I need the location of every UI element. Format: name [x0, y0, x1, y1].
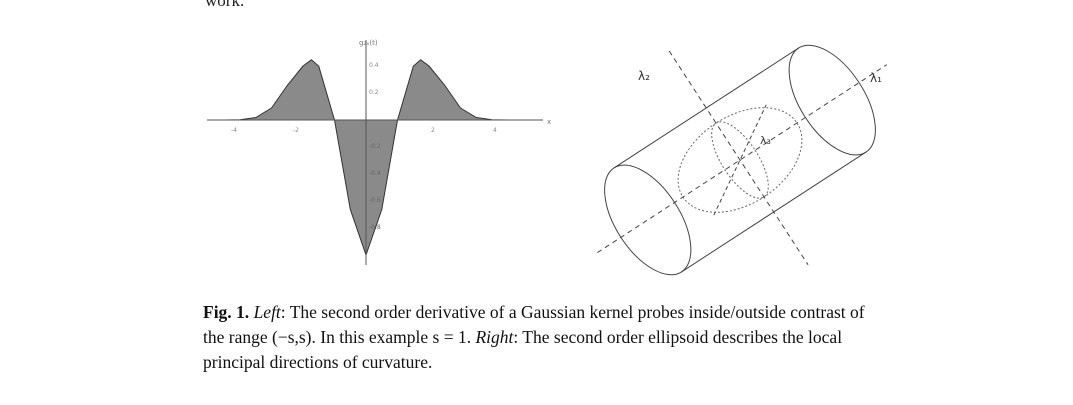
- x-tick-label: -4: [231, 127, 237, 134]
- x-tick-label: 2: [431, 127, 435, 134]
- y-tick-label: -0.8: [369, 224, 381, 231]
- cylinder-right-end: [788, 44, 876, 156]
- caption-fig-label: Fig. 1.: [203, 302, 250, 322]
- y-axis-label: g₂ₓ(t): [359, 39, 378, 47]
- y-tick-label: -0.6: [369, 197, 381, 204]
- axis-lambda3: [713, 104, 767, 216]
- y-tick-label: -0.4: [369, 170, 381, 177]
- label-lambda3: λ₃: [760, 134, 771, 147]
- caption-right-label: Right: [475, 327, 514, 347]
- axis-lambda1: [597, 64, 888, 254]
- label-lambda1: λ₁: [870, 71, 882, 85]
- y-tick-label: -0.2: [369, 143, 381, 150]
- x-axis-label: x: [547, 118, 551, 126]
- axis-lambda2: [668, 50, 809, 266]
- caption-left-label: Left: [253, 302, 281, 322]
- caption-left-text: : The second order derivative of a Gauss…: [203, 302, 865, 347]
- y-tick-label: 0.2: [369, 89, 379, 96]
- x-tick-label: 4: [493, 127, 497, 134]
- previous-paragraph-fragment: work.: [205, 0, 245, 10]
- figure-caption: Fig. 1. Left: The second order derivativ…: [203, 300, 868, 375]
- ellipsoid-cylinder-diagram: λ₁ λ₂ λ₃: [597, 44, 888, 276]
- x-tick-label: -2: [293, 127, 299, 134]
- label-lambda2: λ₂: [638, 69, 650, 83]
- cylinder-left-end: [604, 164, 692, 276]
- y-tick-label: 0.4: [369, 62, 379, 69]
- caption-right-text: : The second order ellipsoid describes t…: [203, 327, 843, 372]
- gaussian-derivative-plot: g₂ₓ(t) x -4 -2 2 4 0.4 0.2 -0.2 -0.4 -0.…: [207, 39, 551, 265]
